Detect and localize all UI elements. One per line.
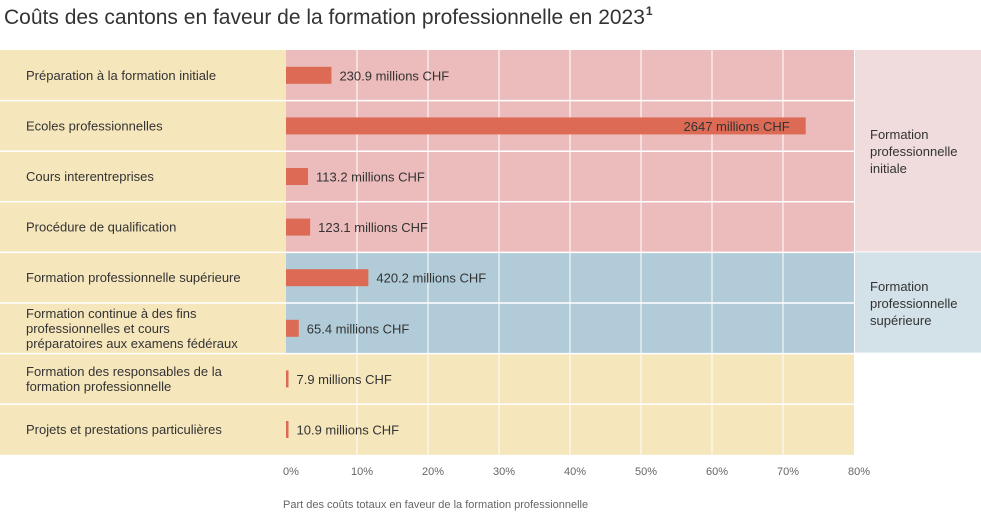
category-label: formation professionnelle: [26, 379, 171, 394]
bar-value-label: 10.9 millions CHF: [297, 423, 400, 438]
bar-value-label: 65.4 millions CHF: [307, 321, 410, 336]
x-tick-label: 60%: [706, 466, 728, 478]
group-label: Formation: [870, 127, 929, 142]
x-tick-label: 10%: [351, 466, 373, 478]
category-label: professionnelles et cours: [26, 321, 170, 336]
chart-title: Coûts des cantons en faveur de la format…: [4, 4, 653, 30]
bar: [286, 319, 299, 337]
x-axis-title: Part des coûts totaux en faveur de la fo…: [283, 499, 588, 511]
bar-value-label: 2647 millions CHF: [684, 119, 790, 134]
group-label: initiale: [870, 161, 907, 176]
bar-value-label: 123.1 millions CHF: [318, 220, 428, 235]
bar-value-label: 7.9 millions CHF: [297, 372, 392, 387]
category-label: Formation des responsables de la: [26, 364, 223, 379]
category-label: Projets et prestations particulières: [26, 422, 222, 437]
bar-value-label: 113.2 millions CHF: [316, 170, 425, 185]
group-label-panel: [855, 50, 981, 252]
chart-title-text: Coûts des cantons en faveur de la format…: [4, 6, 645, 29]
title-footnote-marker: 1: [645, 4, 653, 18]
bar: [286, 218, 311, 236]
group-label: supérieure: [870, 313, 931, 328]
group-label: professionnelle: [870, 296, 957, 311]
x-tick-label: 40%: [564, 466, 586, 478]
x-tick-label: 80%: [848, 466, 870, 478]
category-label: Formation continue à des fins: [26, 306, 197, 321]
bar: [286, 117, 806, 135]
category-label: préparatoires aux examens fédéraux: [26, 336, 238, 351]
x-tick-label: 0%: [283, 466, 299, 478]
bar: [286, 421, 289, 438]
group-label: professionnelle: [870, 144, 957, 159]
category-label: Ecoles professionnelles: [26, 118, 163, 133]
category-label: Procédure de qualification: [26, 220, 176, 235]
bar: [286, 66, 332, 84]
x-tick-label: 50%: [635, 466, 657, 478]
bar-value-label: 420.2 millions CHF: [376, 271, 486, 286]
category-label: Formation professionnelle supérieure: [26, 270, 241, 285]
x-tick-label: 20%: [422, 466, 444, 478]
bar: [286, 269, 369, 287]
bar-value-label: 230.9 millions CHF: [339, 68, 449, 83]
bar: [286, 168, 309, 185]
x-tick-label: 70%: [777, 466, 799, 478]
group-label: Formation: [870, 279, 929, 294]
category-label: Cours interentreprises: [26, 169, 154, 184]
bar: [286, 370, 289, 388]
x-tick-label: 30%: [493, 466, 515, 478]
group-label-panel: [855, 252, 981, 353]
category-label: Préparation à la formation initiale: [26, 68, 216, 83]
